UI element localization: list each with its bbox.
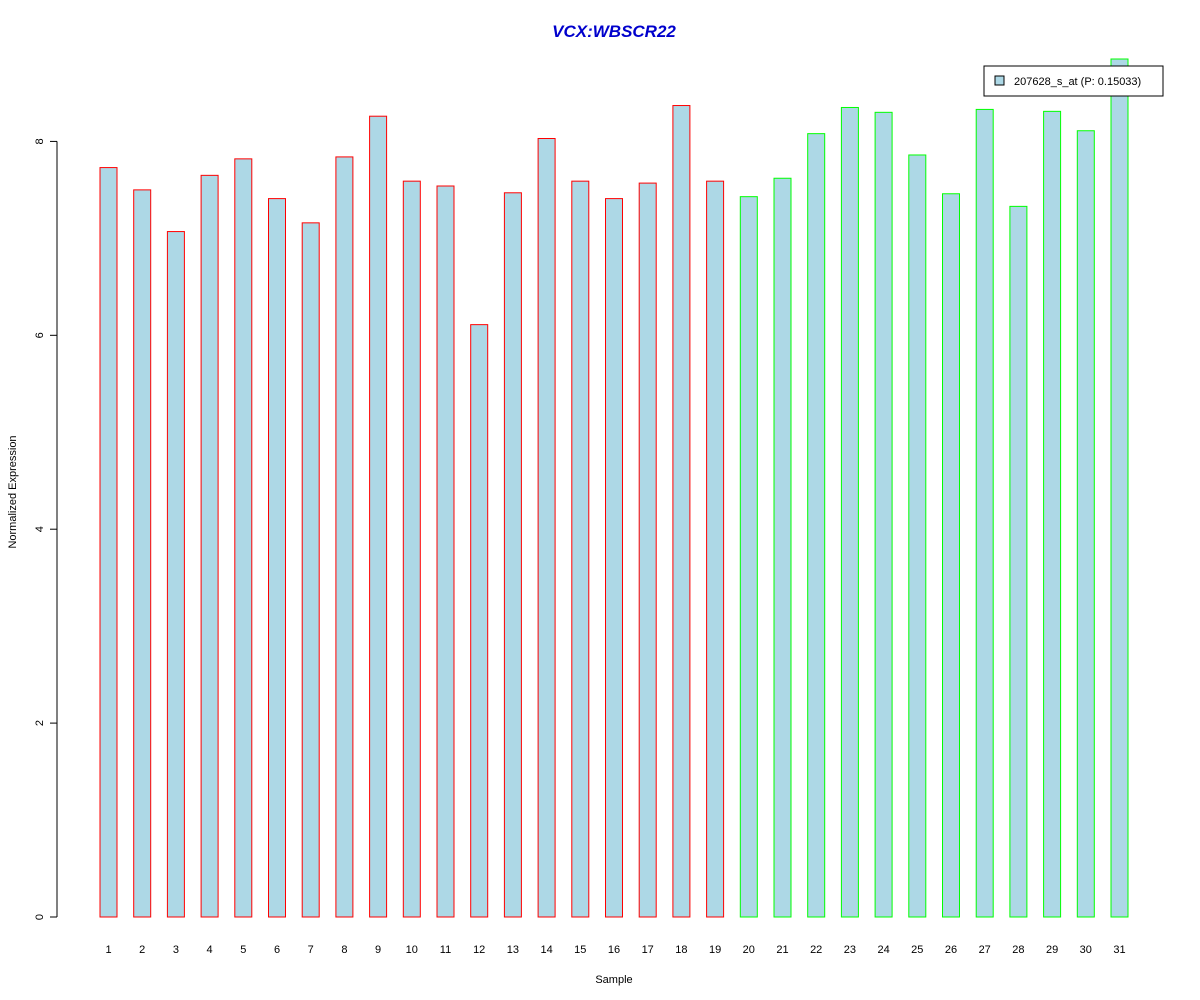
bar-7 bbox=[301, 222, 320, 918]
bar-30 bbox=[1076, 130, 1095, 918]
bar-18 bbox=[672, 105, 691, 918]
bar-16 bbox=[605, 198, 623, 918]
x-tick-label: 3 bbox=[173, 944, 179, 956]
y-axis: 0 2 4 6 8 bbox=[34, 138, 58, 920]
legend-label: 207628_s_at (P: 0.15033) bbox=[1014, 76, 1141, 88]
x-tick-label: 18 bbox=[675, 944, 687, 956]
bar-26 bbox=[942, 193, 960, 918]
bar-13 bbox=[503, 192, 522, 918]
x-tick-label: 6 bbox=[274, 944, 280, 956]
bar-8 bbox=[335, 156, 354, 918]
x-tick-label: 16 bbox=[608, 944, 620, 956]
y-tick-label: 2 bbox=[34, 720, 46, 726]
bars bbox=[99, 58, 1129, 918]
bar-1 bbox=[99, 167, 118, 918]
x-tick-label: 25 bbox=[911, 944, 923, 956]
x-tick-label: 9 bbox=[375, 944, 381, 956]
bar-6 bbox=[268, 198, 286, 918]
x-tick-label: 20 bbox=[743, 944, 755, 956]
x-tick-label: 31 bbox=[1113, 944, 1125, 956]
chart-title: VCX:WBSCR22 bbox=[552, 22, 676, 41]
bar-10 bbox=[402, 180, 421, 918]
x-tick-label: 15 bbox=[574, 944, 586, 956]
x-tick-label: 17 bbox=[642, 944, 654, 956]
x-tick-label: 24 bbox=[877, 944, 889, 956]
bar-3 bbox=[166, 231, 185, 918]
bar-12 bbox=[470, 324, 489, 918]
x-tick-label: 28 bbox=[1012, 944, 1024, 956]
bar-24 bbox=[874, 111, 893, 918]
y-axis-label: Normalized Expression bbox=[7, 435, 19, 548]
x-tick-label: 4 bbox=[207, 944, 213, 956]
y-tick-label: 4 bbox=[34, 526, 46, 532]
x-tick-labels: 1 2 3 4 5 6 7 8 9 10 11 12 13 14 15 16 17 18 19 20 21 22 23 24 2… bbox=[105, 944, 1125, 956]
x-tick-label: 10 bbox=[406, 944, 418, 956]
bar-29 bbox=[1043, 110, 1062, 918]
x-axis-label: Sample bbox=[595, 974, 632, 986]
bar-23 bbox=[840, 106, 859, 918]
x-tick-label: 29 bbox=[1046, 944, 1058, 956]
bar-22 bbox=[807, 133, 826, 918]
bar-27 bbox=[975, 108, 994, 918]
bar-4 bbox=[200, 174, 219, 918]
x-tick-label: 1 bbox=[105, 944, 111, 956]
x-tick-label: 5 bbox=[240, 944, 246, 956]
x-tick-label: 8 bbox=[341, 944, 347, 956]
bar-20 bbox=[739, 196, 758, 918]
x-tick-label: 7 bbox=[308, 944, 314, 956]
x-tick-label: 21 bbox=[776, 944, 788, 956]
bar-19 bbox=[706, 180, 725, 918]
x-tick-label: 2 bbox=[139, 944, 145, 956]
bar-5 bbox=[234, 158, 253, 918]
x-tick-label: 12 bbox=[473, 944, 485, 956]
bar-25 bbox=[908, 154, 927, 918]
bar-2 bbox=[133, 189, 152, 918]
y-tick-label: 6 bbox=[34, 332, 46, 338]
x-tick-label: 11 bbox=[440, 944, 451, 956]
legend-swatch bbox=[994, 75, 1005, 86]
x-tick-label: 13 bbox=[507, 944, 519, 956]
bar-11 bbox=[436, 185, 455, 918]
bar-15 bbox=[571, 180, 590, 918]
x-tick-label: 19 bbox=[709, 944, 721, 956]
bar-31 bbox=[1110, 58, 1129, 918]
x-tick-label: 27 bbox=[979, 944, 991, 956]
bar-14 bbox=[537, 137, 556, 918]
x-tick-label: 14 bbox=[540, 944, 552, 956]
x-tick-label: 22 bbox=[810, 944, 822, 956]
legend-box bbox=[983, 65, 1164, 97]
bar-17 bbox=[638, 182, 657, 918]
y-tick-label: 0 bbox=[34, 914, 46, 920]
bar-28 bbox=[1009, 205, 1028, 918]
x-tick-label: 23 bbox=[844, 944, 856, 956]
x-tick-label: 30 bbox=[1080, 944, 1092, 956]
legend: 207628_s_at (P: 0.15033) bbox=[983, 65, 1164, 97]
y-tick-label: 8 bbox=[34, 138, 46, 144]
x-tick-label: 26 bbox=[945, 944, 957, 956]
bar-9 bbox=[369, 115, 388, 918]
bar-21 bbox=[773, 177, 792, 918]
